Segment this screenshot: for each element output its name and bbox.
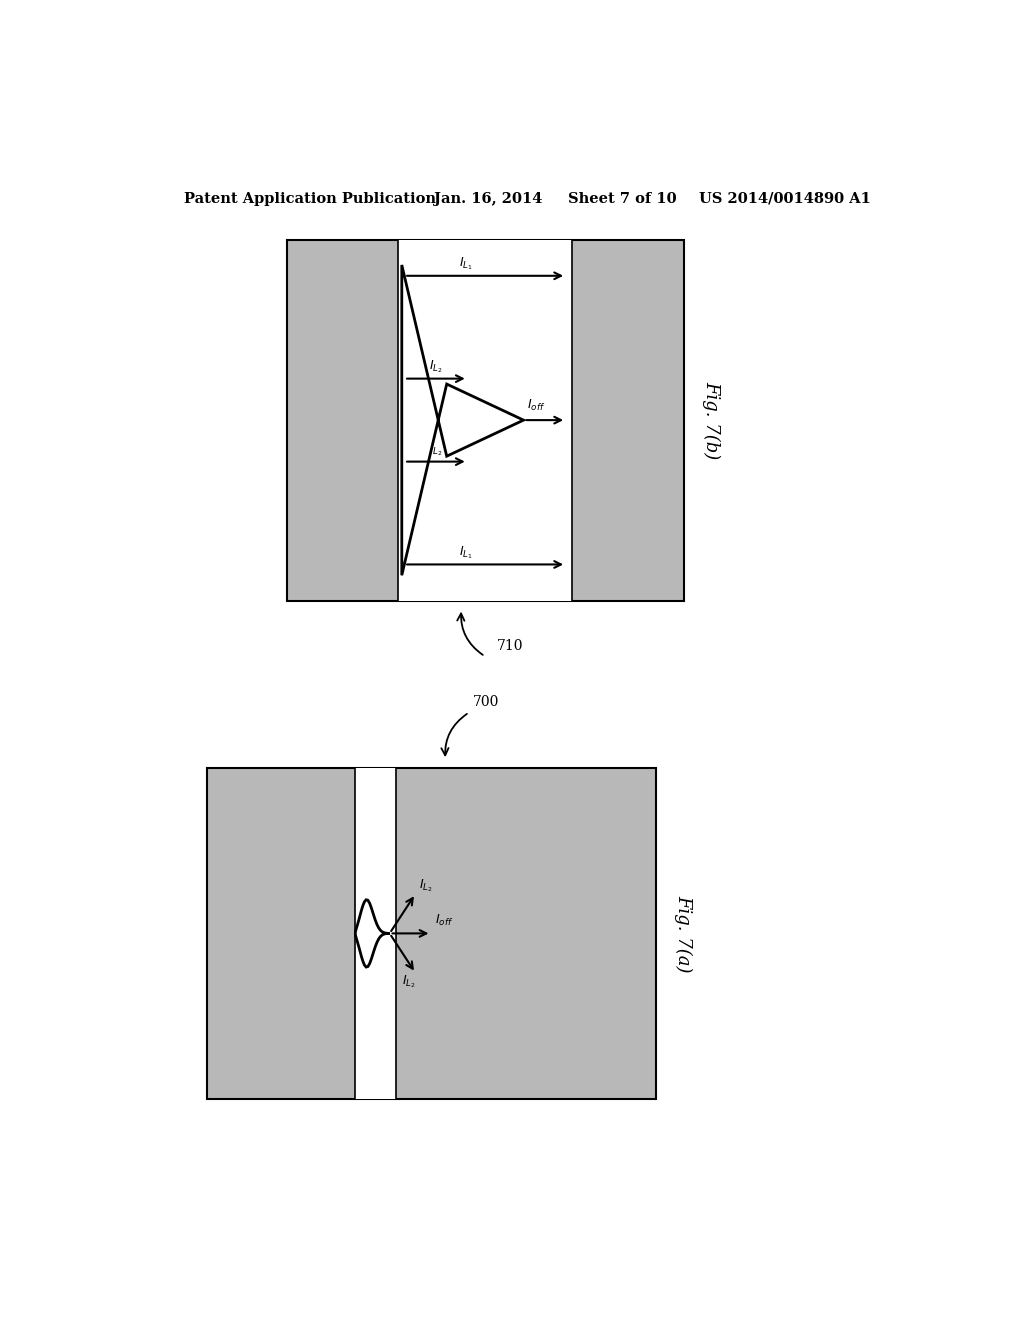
Text: Fig. 7(a): Fig. 7(a) (675, 895, 692, 972)
Text: $I_{L_2}$: $I_{L_2}$ (429, 358, 443, 375)
Text: US 2014/0014890 A1: US 2014/0014890 A1 (699, 191, 871, 206)
Text: 700: 700 (473, 696, 500, 709)
PathPatch shape (401, 265, 523, 576)
Text: $I_{off}$: $I_{off}$ (435, 912, 454, 928)
Text: Patent Application Publication: Patent Application Publication (183, 191, 435, 206)
Text: Jan. 16, 2014: Jan. 16, 2014 (433, 191, 542, 206)
Text: Fig. 7(b): Fig. 7(b) (702, 381, 721, 459)
Text: $I_{L_2}$: $I_{L_2}$ (402, 973, 416, 990)
Bar (287, 240, 684, 601)
Bar (397, 240, 572, 601)
Bar (207, 768, 655, 1098)
Text: $I_{L_2}$: $I_{L_2}$ (420, 878, 433, 894)
Text: $I_{off}$: $I_{off}$ (527, 399, 546, 413)
Polygon shape (355, 900, 389, 968)
Text: 710: 710 (497, 639, 523, 653)
Text: $I_{L_2}$: $I_{L_2}$ (429, 441, 443, 458)
Text: $I_{L_1}$: $I_{L_1}$ (459, 544, 473, 561)
Text: $I_{L_1}$: $I_{L_1}$ (459, 255, 473, 272)
Text: Sheet 7 of 10: Sheet 7 of 10 (568, 191, 677, 206)
Bar (355, 768, 395, 1098)
